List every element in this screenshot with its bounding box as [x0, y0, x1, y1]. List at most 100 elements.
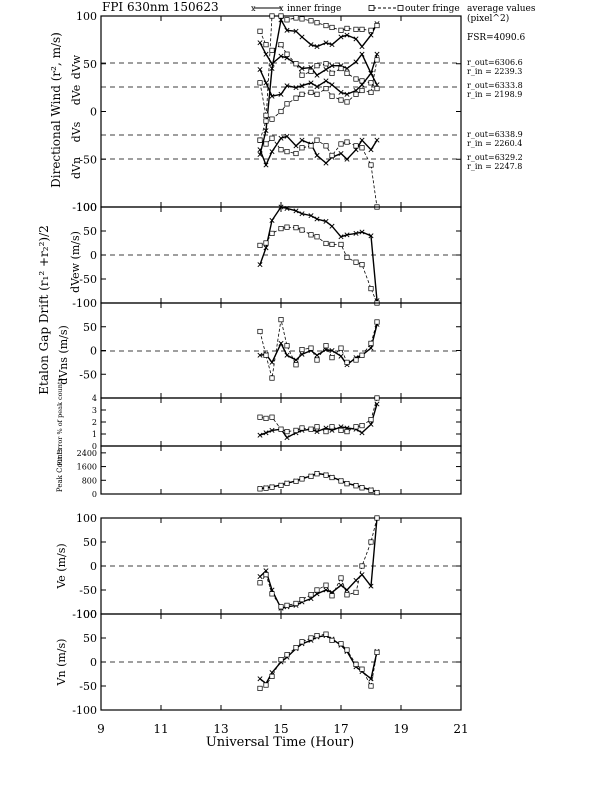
data-point-outer [359, 485, 365, 491]
data-point-outer [284, 429, 290, 435]
average-values-subtitle: (pixel^2) [467, 13, 509, 24]
data-point-inner [353, 230, 359, 236]
data-point-outer [278, 13, 284, 19]
y-tick-label: -50 [79, 368, 97, 381]
data-point-outer [353, 26, 359, 32]
x-axis-label: Universal Time (Hour) [206, 735, 354, 750]
data-point-outer [263, 42, 269, 48]
side-note-1-rout: r_out=6306.6 [467, 58, 523, 67]
data-point-outer [284, 224, 290, 230]
series-line [259, 633, 378, 689]
data-point-outer [353, 661, 359, 667]
data-point-outer [308, 68, 314, 74]
data-point-inner [284, 435, 290, 441]
data-point-inner [338, 234, 344, 240]
data-point-outer [269, 116, 275, 122]
data-point-outer [368, 27, 374, 33]
dvns-label: dVns (m/s) [57, 325, 70, 385]
data-point-outer [278, 317, 284, 323]
data-point-outer [293, 600, 299, 606]
data-point-inner [263, 128, 269, 134]
vn-label: Vn (m/s) [55, 639, 68, 687]
data-point-outer [323, 429, 329, 435]
data-point-outer [293, 61, 299, 67]
data-point-outer [314, 63, 320, 69]
data-point-outer [284, 652, 290, 658]
y-tick-label: -100 [72, 201, 97, 214]
ve-label: Ve (m/s) [55, 543, 68, 589]
data-point-outer [329, 637, 335, 643]
side-note-3-rout: r_out=6338.9 [467, 130, 523, 139]
data-point-outer [323, 86, 329, 92]
average-values-title: average values [467, 4, 536, 14]
data-point-inner [308, 42, 314, 48]
data-point-inner [284, 27, 290, 33]
data-point-outer [263, 352, 269, 358]
data-point-outer [323, 582, 329, 588]
data-point-inner [323, 160, 329, 166]
data-point-inner [338, 151, 344, 157]
dvw-label: dVw [70, 54, 83, 79]
data-point-inner [263, 51, 269, 57]
data-point-outer [269, 230, 275, 236]
data-point-outer [344, 99, 350, 105]
data-point-inner [359, 82, 365, 88]
y-tick-label: 2 [92, 418, 97, 427]
data-point-outer [323, 23, 329, 29]
data-point-inner [338, 89, 344, 95]
data-point-outer [299, 16, 305, 22]
data-point-inner [314, 152, 320, 158]
data-point-inner [314, 44, 320, 50]
data-point-inner [359, 137, 365, 143]
data-point-inner [353, 577, 359, 583]
peak-counts-label: Peak Counts [56, 448, 64, 493]
data-point-inner [299, 83, 305, 89]
data-point-outer [299, 425, 305, 431]
x-tick-label: 21 [453, 722, 468, 736]
data-point-outer [308, 143, 314, 149]
data-point-inner [257, 66, 263, 72]
data-point-outer [314, 91, 320, 97]
data-point-outer [329, 24, 335, 31]
data-point-inner [269, 217, 275, 223]
data-point-outer [323, 343, 329, 349]
data-point-outer [269, 673, 275, 679]
data-point-outer [368, 417, 374, 423]
data-point-outer [314, 633, 320, 639]
data-point-outer [293, 427, 299, 433]
data-point-inner [269, 61, 275, 67]
data-point-outer [299, 476, 305, 482]
data-point-inner [368, 32, 374, 38]
data-point-outer [338, 97, 344, 103]
y-tick-label: 0 [92, 490, 97, 499]
data-point-inner [368, 583, 374, 589]
data-point-outer [374, 86, 380, 92]
data-point-inner [338, 34, 344, 40]
data-point-inner [257, 574, 263, 580]
series-line [259, 319, 378, 379]
data-point-inner [293, 143, 299, 149]
data-point-outer [329, 593, 335, 599]
data-point-outer [308, 345, 314, 351]
data-point-outer [314, 20, 320, 26]
data-point-outer [299, 639, 305, 645]
y-tick-label: 0 [90, 560, 97, 573]
data-point-inner [308, 213, 314, 219]
data-point-outer [353, 91, 359, 97]
data-point-inner [299, 34, 305, 40]
data-point-outer [263, 485, 269, 491]
data-point-outer [353, 143, 359, 149]
data-point-outer [314, 424, 320, 430]
data-point-outer [374, 649, 380, 655]
data-point-inner [368, 676, 374, 682]
data-point-outer [368, 80, 374, 86]
data-point-outer [344, 139, 350, 145]
data-point-outer [329, 355, 335, 361]
data-point-outer [374, 319, 380, 325]
data-point-inner [368, 345, 374, 351]
data-point-outer [257, 486, 263, 492]
data-point-outer [293, 645, 299, 651]
panel-dvew: 100 50 0 -50 -100 [72, 201, 462, 310]
data-point-inner [263, 430, 269, 436]
